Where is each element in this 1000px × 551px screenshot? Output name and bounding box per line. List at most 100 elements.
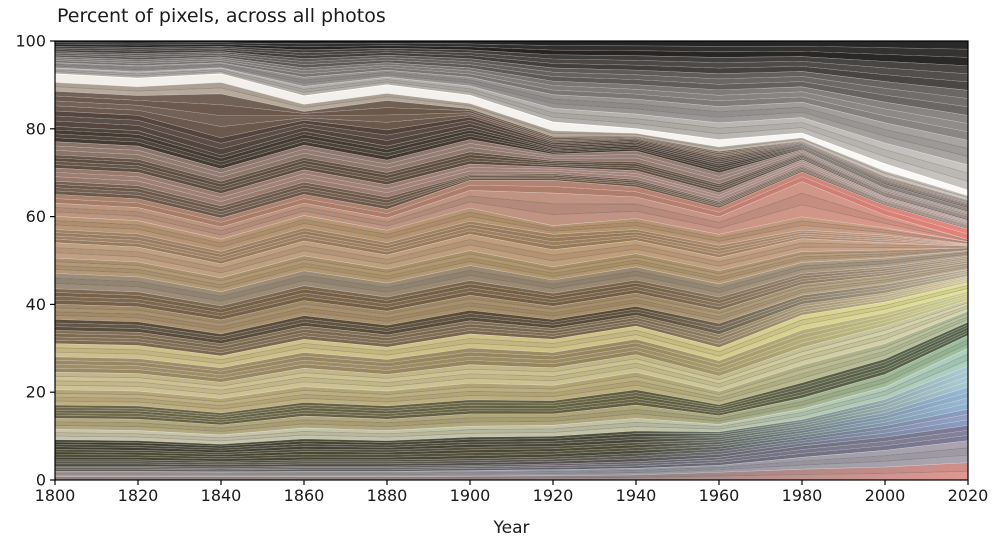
- band-texture-overlay: [55, 133, 968, 211]
- series-band-tan-3: [55, 247, 968, 282]
- series-band-tan-stripes-to-yellow: [55, 297, 968, 383]
- band-texture-overlay: [55, 115, 968, 207]
- band-edge-line: [54, 252, 969, 297]
- band-texture-overlay: [55, 275, 968, 347]
- band-edge-line: [54, 120, 969, 207]
- band-edge-line: [54, 230, 969, 261]
- series-band-near-black-top: [55, 42, 968, 58]
- series-band-tan-2: [55, 267, 968, 334]
- band-edge-line: [54, 339, 969, 429]
- band-edge-line: [54, 211, 969, 244]
- series-band-khaki-2: [55, 310, 968, 402]
- band-edge-line: [54, 329, 969, 421]
- band-edge-line: [54, 170, 969, 229]
- series-band-dark-brown-1: [55, 271, 968, 341]
- band-edge-line: [54, 223, 969, 255]
- band-edge-line: [54, 264, 969, 324]
- band-edge-line: [54, 381, 969, 451]
- band-edge-line: [54, 295, 969, 376]
- series-band-pale-khaki: [55, 305, 968, 395]
- series-band-pale-khaki: [55, 308, 968, 399]
- band-texture-overlay: [55, 53, 968, 107]
- series-band-gray-4: [55, 55, 968, 116]
- x-tick-label: 1820: [118, 486, 159, 505]
- band-texture-overlay: [55, 310, 968, 402]
- series-band-tan-stripes-to-yellow: [55, 295, 968, 379]
- x-axis-label: Year: [493, 518, 530, 538]
- band-edge-line: [55, 447, 969, 474]
- band-edge-line: [54, 277, 969, 347]
- series-band-brown-1: [55, 277, 968, 350]
- band-edge-line: [54, 216, 969, 248]
- band-edge-line: [54, 249, 969, 289]
- band-texture-overlay: [55, 48, 968, 82]
- band-edge-line: [54, 176, 969, 235]
- band-edge-line: [54, 157, 969, 220]
- band-edge-line: [54, 192, 969, 241]
- band-edge-line: [54, 129, 969, 209]
- band-edge-line: [54, 63, 969, 149]
- band-edge-line: [55, 414, 969, 464]
- series-band-khaki-2: [55, 313, 968, 406]
- band-edge-line: [54, 285, 969, 361]
- band-edge-line: [54, 163, 969, 224]
- band-edge-line: [54, 293, 969, 372]
- band-texture-overlay: [55, 69, 968, 182]
- x-tick-label: 1860: [284, 486, 325, 505]
- series-band-slate-strip: [55, 455, 968, 477]
- band-edge-line: [54, 248, 969, 282]
- band-edge-line: [54, 302, 969, 387]
- band-edge-line: [55, 454, 969, 476]
- series-top-contour: [54, 262, 969, 321]
- series-band-gray-2: [55, 64, 968, 157]
- band-edge-line: [54, 332, 969, 423]
- band-edge-line: [54, 69, 969, 174]
- series-band-dark-brown-4: [55, 158, 968, 221]
- series-band-gray-3: [55, 58, 968, 132]
- band-edge-line: [54, 260, 969, 317]
- series-band-tan-2: [55, 262, 968, 324]
- x-tick-label: 1800: [35, 486, 76, 505]
- band-edge-line: [54, 201, 969, 242]
- series-band-red-band: [55, 176, 968, 240]
- band-edge-line: [54, 239, 969, 269]
- series-band-brown-1: [55, 279, 968, 353]
- series-band-khaki-2: [55, 316, 968, 410]
- y-tick-label: 100: [15, 32, 46, 51]
- series-band-salmon: [55, 201, 968, 242]
- band-edge-line: [54, 353, 969, 439]
- band-edge-line: [54, 343, 969, 432]
- series-band-dark-olive-to-blue: [55, 392, 968, 457]
- series-band-dark-slate: [55, 430, 968, 471]
- series-band-dark-brown-5: [55, 121, 968, 208]
- band-edge-line: [54, 161, 969, 222]
- band-texture-overlay: [55, 279, 968, 353]
- x-tick-label: 1840: [201, 486, 242, 505]
- series-band-pale-khaki: [55, 302, 968, 391]
- series-band-below-white-brown: [55, 105, 968, 205]
- band-edge-line: [54, 154, 969, 218]
- series-band-very-dark-stripes: [55, 130, 968, 210]
- series-band-very-dark-stripes: [55, 133, 968, 211]
- series-band-brown-stripes-2: [55, 261, 968, 320]
- series-band-gray-tan: [55, 250, 968, 297]
- y-tick-label: 80: [26, 119, 46, 138]
- band-edge-line: [54, 326, 969, 418]
- series-band-slate-strip: [55, 440, 968, 474]
- band-edge-line: [54, 71, 969, 182]
- band-texture-overlay: [55, 262, 968, 324]
- band-edge-line: [54, 227, 969, 258]
- band-texture-overlay: [55, 58, 968, 132]
- series-band-dark-brown-5: [55, 115, 968, 207]
- band-edge-line: [54, 58, 969, 124]
- band-edge-line: [54, 359, 969, 442]
- series-band-tan-stripes-to-yellow: [55, 293, 968, 375]
- series-band-gray-1-light: [55, 67, 968, 174]
- series-band-tan-2: [55, 265, 968, 331]
- series-band-gray-3: [55, 60, 968, 141]
- band-texture-overlay: [55, 295, 968, 379]
- band-edge-line: [54, 60, 969, 133]
- band-texture-overlay: [55, 386, 968, 455]
- series-band-tan-3: [55, 249, 968, 289]
